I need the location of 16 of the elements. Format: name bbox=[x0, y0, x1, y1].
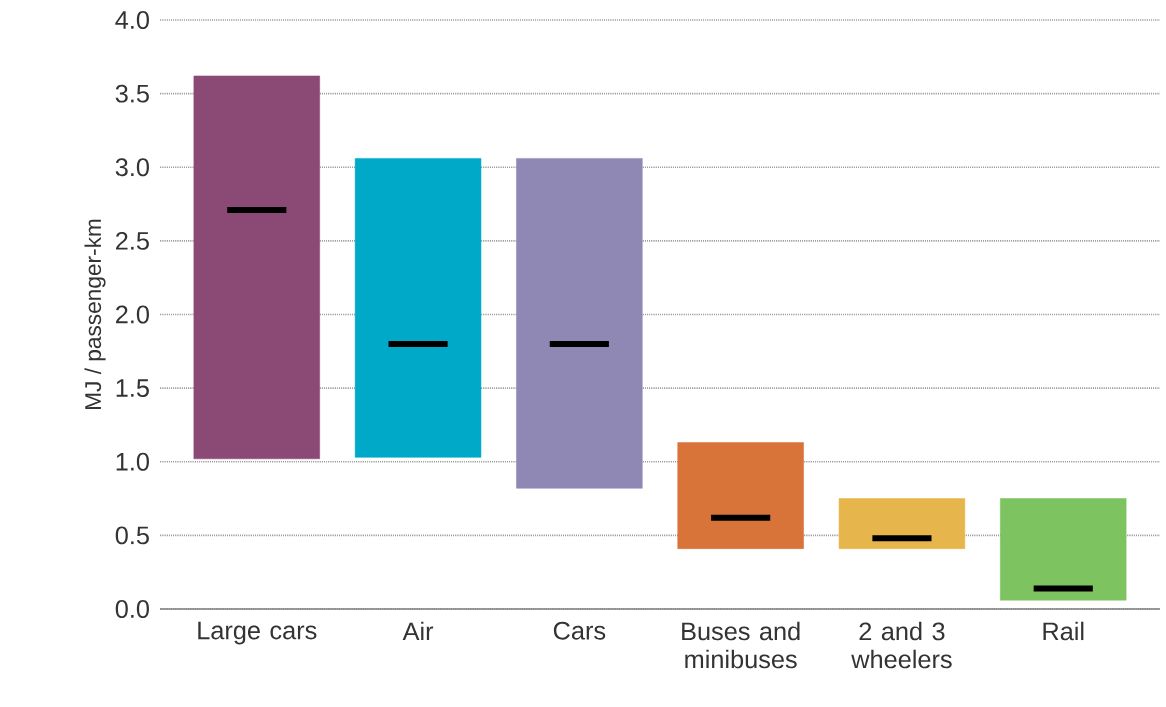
y-axis-title: MJ / passenger-km bbox=[84, 219, 106, 409]
y-tick-label: 3.5 bbox=[115, 84, 149, 103]
y-tick-label: 1.5 bbox=[116, 379, 149, 397]
y-tick-label: 4.0 bbox=[115, 11, 149, 29]
x-tick-label: Large cars bbox=[198, 621, 317, 645]
x-tick-label: Buses and minibuses bbox=[682, 621, 800, 669]
x-tick-label: Air bbox=[402, 621, 434, 641]
x-tick-label: Rail bbox=[1043, 621, 1084, 641]
y-tick-label: 0.0 bbox=[115, 600, 149, 618]
y-tick-label: 2.0 bbox=[116, 305, 149, 324]
y-tick-label: 0.5 bbox=[115, 526, 149, 545]
y-tick-label: 3.0 bbox=[115, 158, 149, 177]
x-tick-label: 2 and 3 wheelers bbox=[851, 621, 952, 669]
x-tick-label: Cars bbox=[553, 621, 606, 640]
y-tick-label: 2.5 bbox=[116, 231, 149, 250]
y-tick-label: 1.0 bbox=[116, 452, 149, 471]
